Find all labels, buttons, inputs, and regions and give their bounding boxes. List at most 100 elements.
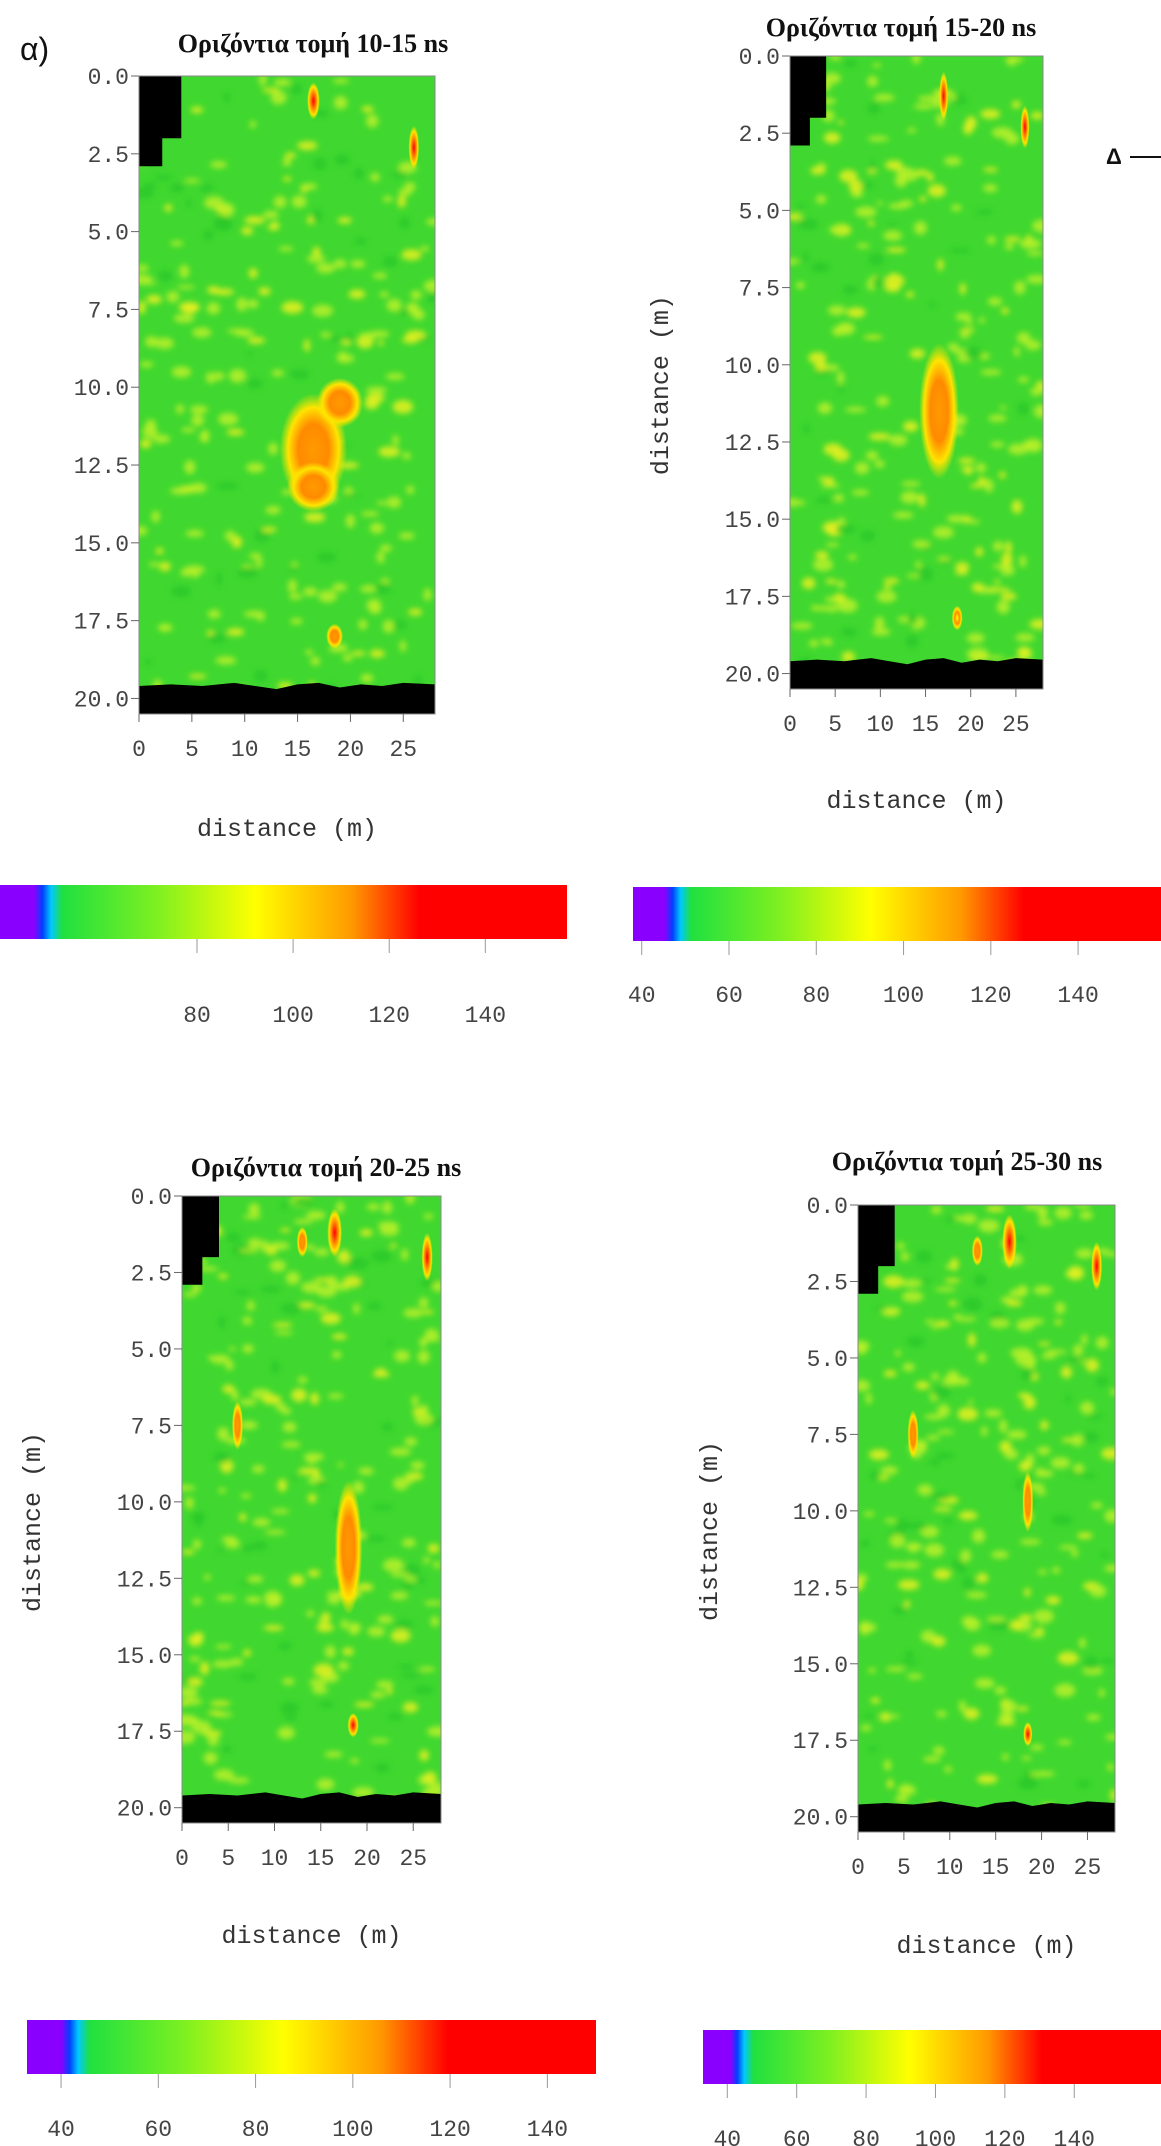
anomaly-spot (1002, 1214, 1017, 1270)
texture-speck (859, 1539, 871, 1548)
texture-speck (241, 226, 254, 236)
texture-speck (949, 248, 971, 254)
texture-speck (837, 120, 844, 125)
texture-speck (928, 1459, 941, 1466)
texture-speck (369, 602, 382, 615)
texture-speck (408, 608, 423, 616)
texture-speck (1033, 1285, 1053, 1295)
texture-speck (377, 1615, 394, 1624)
colorbar-tick-label: 80 (852, 2127, 880, 2146)
x-tick-label: 15 (912, 712, 940, 738)
texture-speck (986, 235, 996, 245)
texture-speck (151, 510, 161, 523)
texture-speck (825, 605, 839, 613)
texture-speck (907, 612, 918, 625)
texture-speck (301, 183, 318, 190)
texture-speck (845, 406, 866, 413)
texture-speck (841, 651, 855, 663)
texture-speck (955, 561, 970, 573)
texture-speck (360, 673, 374, 683)
colorbar-tick-label: 140 (465, 1003, 506, 1029)
texture-speck (205, 372, 217, 384)
texture-speck (182, 1701, 188, 1707)
texture-speck (271, 369, 284, 377)
texture-speck (888, 222, 897, 229)
texture-speck (934, 1287, 957, 1292)
texture-speck (254, 528, 271, 543)
texture-speck (1085, 1358, 1099, 1372)
texture-speck (234, 329, 255, 337)
texture-speck (404, 1437, 417, 1447)
texture-speck (228, 368, 247, 383)
texture-speck (262, 1394, 282, 1405)
texture-speck (972, 1644, 992, 1657)
texture-speck (988, 414, 1007, 422)
texture-speck (215, 656, 237, 665)
texture-speck (297, 141, 318, 151)
y-tick-label: 20.0 (725, 663, 780, 689)
texture-speck (867, 75, 879, 87)
texture-speck (835, 524, 857, 534)
texture-speck (268, 1241, 290, 1251)
anomaly-spot (1023, 1721, 1033, 1747)
texture-speck (228, 1346, 236, 1352)
texture-speck (820, 638, 833, 645)
texture-speck (423, 1556, 430, 1564)
texture-speck (345, 514, 356, 528)
texture-speck (883, 1275, 904, 1288)
texture-speck (955, 312, 972, 322)
anomaly-spot (919, 343, 959, 480)
y-tick-label: 5.0 (131, 1338, 172, 1364)
texture-speck (928, 302, 937, 308)
texture-speck (977, 1352, 987, 1364)
texture-speck (311, 1686, 328, 1695)
anomaly-spot (287, 461, 340, 512)
colorbar-tick-label: 120 (970, 983, 1011, 1009)
texture-speck (412, 309, 425, 321)
texture-speck (405, 330, 426, 340)
heatmap-background (858, 1205, 1115, 1832)
texture-speck (897, 1579, 920, 1591)
texture-speck (303, 587, 318, 597)
texture-speck (341, 339, 352, 346)
y-axis-label: distance (m) (19, 1432, 48, 1612)
texture-speck (1045, 1595, 1061, 1605)
texture-speck (1101, 1251, 1115, 1257)
texture-speck (207, 1732, 219, 1747)
texture-speck (315, 1306, 328, 1313)
mask-top-left (790, 56, 827, 146)
texture-speck (166, 291, 180, 303)
texture-speck (190, 106, 204, 114)
texture-speck (187, 1677, 203, 1687)
texture-speck (925, 1434, 940, 1441)
texture-speck (307, 1493, 317, 1504)
texture-speck (1002, 1700, 1017, 1713)
texture-speck (922, 1756, 941, 1763)
texture-speck (1067, 1265, 1084, 1280)
texture-speck (267, 224, 279, 231)
texture-speck (390, 1572, 411, 1578)
texture-speck (331, 1333, 347, 1340)
texture-speck (368, 330, 390, 338)
texture-speck (182, 1686, 199, 1698)
texture-speck (169, 183, 185, 193)
texture-speck (171, 585, 191, 598)
chart-title: Οριζόντια τομή 15-20 ns (766, 13, 1036, 42)
texture-speck (1110, 1388, 1115, 1396)
panel-label: α) (20, 31, 49, 67)
texture-speck (1067, 1356, 1085, 1363)
texture-speck (313, 1277, 334, 1283)
y-tick-label: 15.0 (793, 1653, 848, 1679)
texture-speck (796, 500, 806, 506)
x-tick-label: 25 (389, 737, 417, 763)
texture-speck (303, 339, 310, 352)
texture-speck (320, 331, 332, 338)
texture-speck (989, 1318, 1011, 1328)
texture-speck (337, 217, 352, 224)
texture-speck (889, 1533, 906, 1548)
texture-speck (1005, 1299, 1023, 1307)
texture-speck (1070, 1549, 1079, 1558)
texture-speck (960, 1549, 972, 1563)
texture-speck (912, 56, 921, 65)
